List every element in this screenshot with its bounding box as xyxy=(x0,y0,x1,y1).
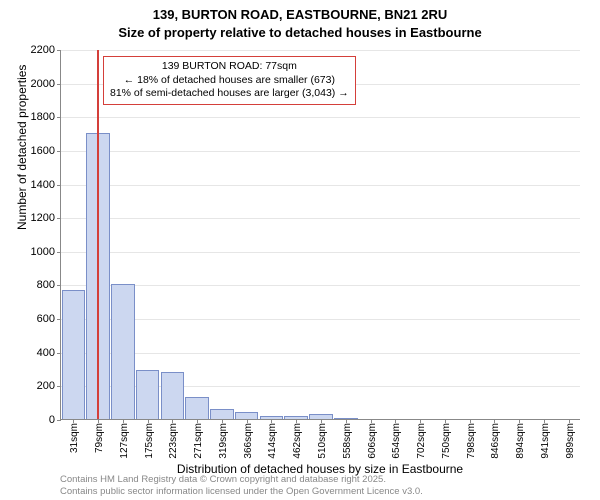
xtick-label: 606sqm xyxy=(367,423,378,459)
histogram-bar xyxy=(185,397,209,419)
ytick-label: 1400 xyxy=(31,179,55,191)
histogram-bar xyxy=(161,372,185,419)
xtick-label: 558sqm xyxy=(342,423,353,459)
gridline xyxy=(61,50,580,51)
xtick-label: 319sqm xyxy=(218,423,229,459)
xtick-label: 702sqm xyxy=(416,423,427,459)
ytick-label: 2200 xyxy=(31,44,55,56)
gridline xyxy=(61,117,580,118)
xtick-label: 654sqm xyxy=(391,423,402,459)
callout-line-3: 81% of semi-detached houses are larger (… xyxy=(110,87,349,101)
ytick-label: 1600 xyxy=(31,145,55,157)
ytick-mark xyxy=(57,218,61,219)
ytick-mark xyxy=(57,319,61,320)
xtick-label: 127sqm xyxy=(119,423,130,459)
xtick-label: 798sqm xyxy=(466,423,477,459)
xtick-label: 941sqm xyxy=(540,423,551,459)
histogram-bar xyxy=(62,290,86,420)
callout-line-2: ← 18% of detached houses are smaller (67… xyxy=(110,74,349,88)
xtick-label: 462sqm xyxy=(292,423,303,459)
ytick-label: 1200 xyxy=(31,212,55,224)
ytick-label: 2000 xyxy=(31,78,55,90)
ytick-label: 0 xyxy=(49,414,55,426)
xtick-label: 271sqm xyxy=(193,423,204,459)
ytick-label: 800 xyxy=(37,279,55,291)
gridline xyxy=(61,285,580,286)
ytick-mark xyxy=(57,84,61,85)
ytick-label: 400 xyxy=(37,347,55,359)
xtick-label: 175sqm xyxy=(144,423,155,459)
title-block: 139, BURTON ROAD, EASTBOURNE, BN21 2RU S… xyxy=(0,0,600,41)
gridline xyxy=(61,151,580,152)
gridline xyxy=(61,218,580,219)
title-line-2: Size of property relative to detached ho… xyxy=(0,24,600,42)
chart-plot-area: 0200400600800100012001400160018002000220… xyxy=(60,50,580,420)
ytick-mark xyxy=(57,151,61,152)
y-axis-label: Number of detached properties xyxy=(15,65,29,230)
histogram-bar xyxy=(210,409,234,419)
gridline xyxy=(61,353,580,354)
callout-line-1: 139 BURTON ROAD: 77sqm xyxy=(110,60,349,74)
ytick-mark xyxy=(57,50,61,51)
xtick-label: 414sqm xyxy=(267,423,278,459)
footer-line-2: Contains public sector information licen… xyxy=(60,486,423,498)
xtick-label: 366sqm xyxy=(243,423,254,459)
xtick-label: 894sqm xyxy=(515,423,526,459)
gridline xyxy=(61,252,580,253)
chart-container: 139, BURTON ROAD, EASTBOURNE, BN21 2RU S… xyxy=(0,0,600,500)
ytick-label: 1800 xyxy=(31,111,55,123)
property-marker-line xyxy=(97,50,99,419)
ytick-label: 1000 xyxy=(31,246,55,258)
ytick-label: 600 xyxy=(37,313,55,325)
gridline xyxy=(61,319,580,320)
histogram-bar xyxy=(235,412,259,419)
gridline xyxy=(61,185,580,186)
xtick-label: 223sqm xyxy=(168,423,179,459)
ytick-mark xyxy=(57,386,61,387)
ytick-mark xyxy=(57,117,61,118)
xtick-label: 846sqm xyxy=(490,423,501,459)
ytick-label: 200 xyxy=(37,380,55,392)
property-callout-box: 139 BURTON ROAD: 77sqm ← 18% of detached… xyxy=(103,56,356,105)
xtick-label: 31sqm xyxy=(69,423,80,453)
histogram-bar xyxy=(136,370,160,419)
title-line-1: 139, BURTON ROAD, EASTBOURNE, BN21 2RU xyxy=(0,6,600,24)
xtick-label: 79sqm xyxy=(94,423,105,453)
footer-line-1: Contains HM Land Registry data © Crown c… xyxy=(60,474,423,486)
xtick-label: 989sqm xyxy=(565,423,576,459)
ytick-mark xyxy=(57,185,61,186)
ytick-mark xyxy=(57,420,61,421)
ytick-mark xyxy=(57,353,61,354)
footer-attribution: Contains HM Land Registry data © Crown c… xyxy=(60,474,423,498)
xtick-label: 510sqm xyxy=(317,423,328,459)
ytick-mark xyxy=(57,285,61,286)
xtick-label: 750sqm xyxy=(441,423,452,459)
histogram-bar xyxy=(111,284,135,419)
ytick-mark xyxy=(57,252,61,253)
